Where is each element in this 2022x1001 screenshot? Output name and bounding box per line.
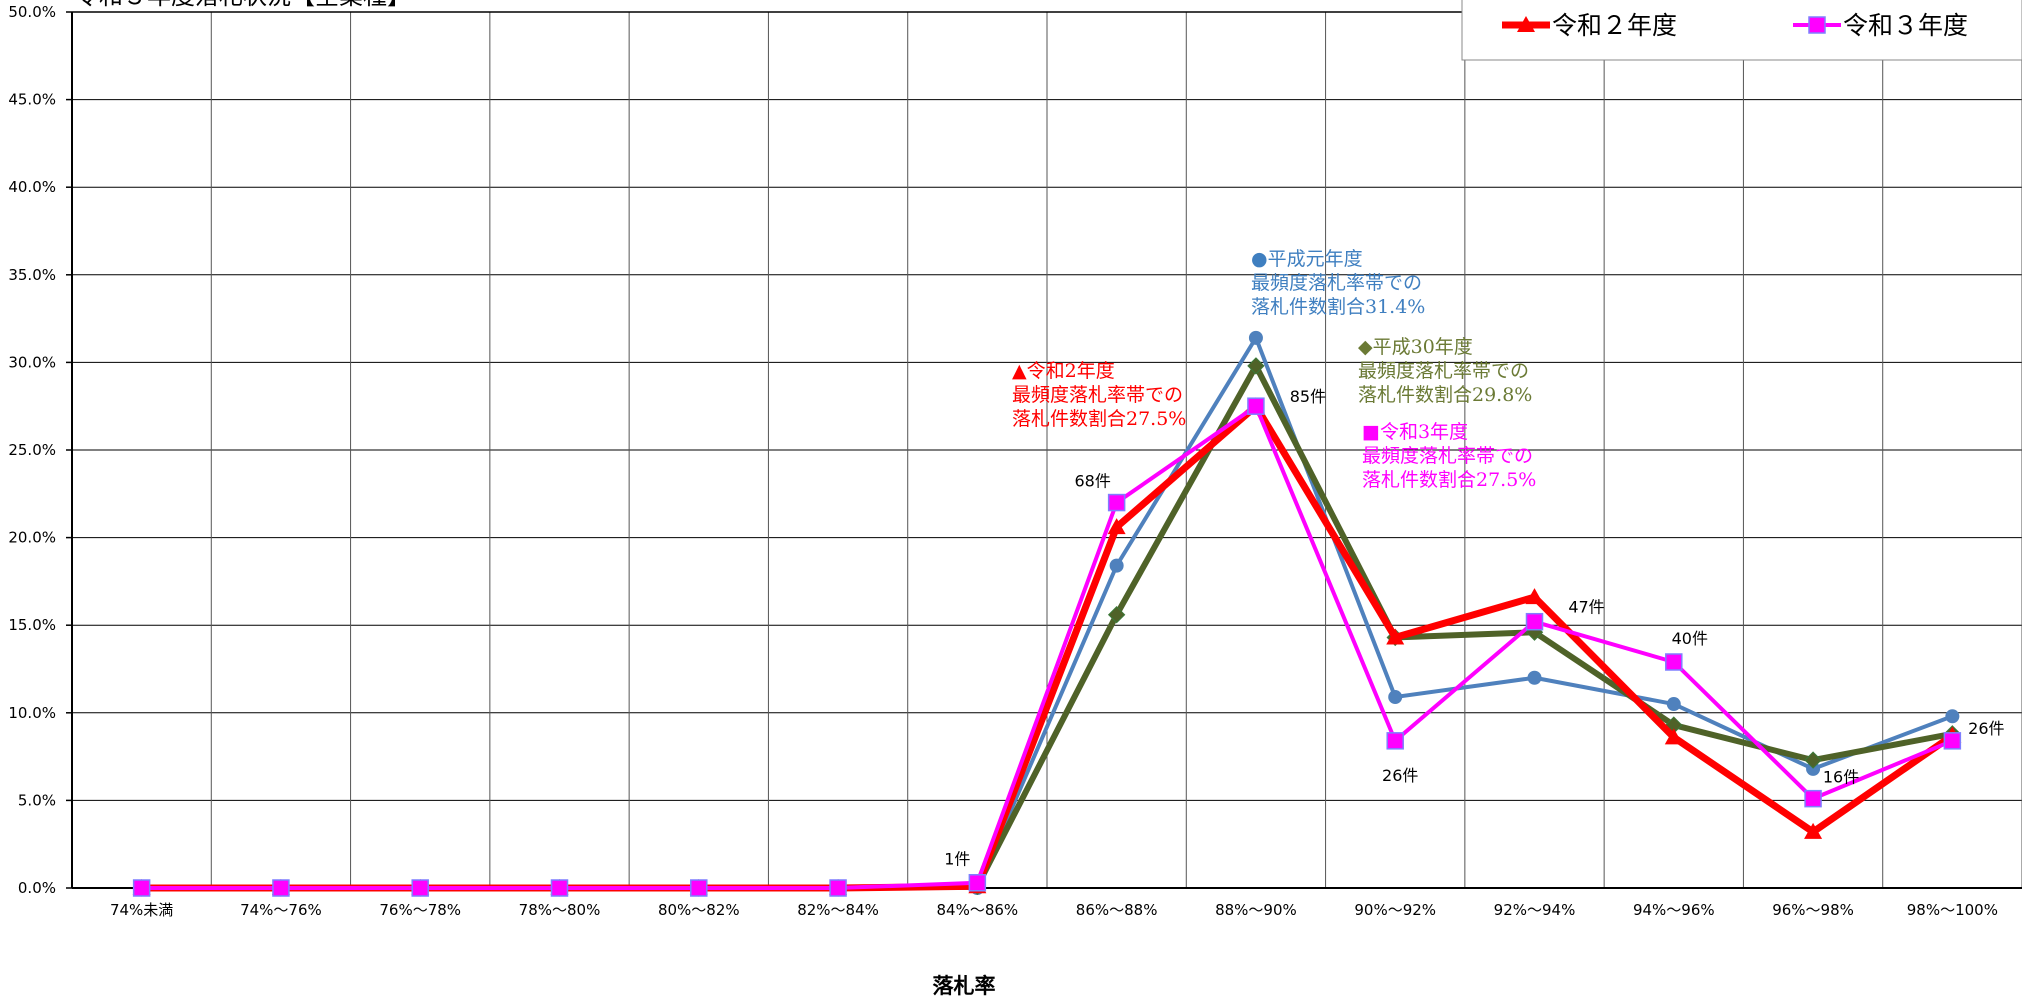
- y-tick-label: 30.0%: [8, 353, 56, 371]
- data-point-circle: [1248, 330, 1263, 345]
- data-point-square: [1804, 789, 1822, 808]
- data-point-square: [1107, 493, 1126, 512]
- series-lines: [132, 330, 1962, 897]
- annotation-text: 最頻度落札率帯での: [1358, 360, 1529, 382]
- annotation-text: 落札件数割合27.5%: [1012, 408, 1186, 430]
- data-point-triangle: [1664, 728, 1683, 745]
- data-point-diamond: [1247, 357, 1265, 375]
- axes: 0.0% 5.0% 10.0% 15.0% 20.0% 25.0% 30.0% 35.0% 40…: [8, 3, 2022, 919]
- y-tick-label: 5.0%: [18, 791, 56, 809]
- annotation-text: 落札件数割合29.8%: [1358, 384, 1532, 406]
- x-tick-label: 78%～80%: [519, 901, 601, 919]
- legend-label: 令和２年度: [1552, 11, 1677, 40]
- data-point-square: [1808, 16, 1826, 34]
- data-point-square: [272, 879, 290, 897]
- y-tick-label: 15.0%: [8, 616, 56, 634]
- data-label: 1件: [944, 850, 970, 869]
- annotation-text: 落札件数割合27.5%: [1362, 469, 1536, 491]
- x-tick-label: 86%～88%: [1076, 901, 1158, 919]
- chart-title: 令和３年度落札状況【全業種】: [75, 0, 411, 10]
- data-label: 16件: [1823, 768, 1859, 787]
- data-point-circle: [1527, 670, 1542, 685]
- x-tick-label: 74%～76%: [240, 901, 322, 919]
- x-tick-label: 76%～78%: [379, 901, 461, 919]
- data-point-square: [1665, 653, 1683, 671]
- y-tick-label: 40.0%: [8, 178, 56, 196]
- legend-label: 令和３年度: [1843, 11, 1968, 40]
- annotation-text: ■令和3年度: [1362, 421, 1468, 443]
- data-label: 68件: [1074, 472, 1110, 491]
- data-point-square: [132, 879, 151, 897]
- x-tick-label: 92%～94%: [1494, 901, 1576, 919]
- data-point-square: [1386, 732, 1404, 750]
- annotation-text: 最頻度落札率帯での: [1012, 384, 1183, 406]
- legend-box: [1461, 0, 2022, 61]
- x-axis-title: 落札率: [933, 974, 996, 998]
- data-point-triangle: [1525, 588, 1544, 605]
- x-tick-label: 96%～98%: [1772, 901, 1854, 919]
- data-point-circle: [1806, 761, 1821, 776]
- x-tick-label: 90%～92%: [1354, 901, 1436, 919]
- y-tick-label: 20.0%: [8, 529, 56, 547]
- x-tick-label: 84%～86%: [937, 901, 1019, 919]
- x-tick-label: 74%未満: [110, 901, 173, 919]
- annotation-text: ▲令和2年度: [1012, 360, 1115, 382]
- legend: 令和２年度 令和３年度: [1461, 0, 2022, 61]
- data-label: 40件: [1672, 629, 1708, 648]
- data-point-triangle: [1386, 628, 1405, 645]
- data-point-square: [968, 873, 987, 892]
- annotation-text: 最頻度落札率帯での: [1251, 272, 1422, 294]
- data-point-triangle: [1804, 822, 1823, 839]
- y-tick-label: 25.0%: [8, 441, 56, 459]
- data-labels: 1件 68件 85件 26件 47件 40件 16件 26件: [944, 387, 2004, 869]
- x-tick-label: 82%～84%: [797, 901, 879, 919]
- data-point-triangle: [1107, 518, 1126, 535]
- x-tick-label: 98%～100%: [1907, 901, 1998, 919]
- annotation-text: ●平成元年度: [1251, 248, 1363, 270]
- data-label: 26件: [1382, 766, 1418, 785]
- y-tick-label: 0.0%: [18, 879, 56, 897]
- data-point-square: [690, 879, 708, 897]
- data-point-diamond: [1804, 751, 1822, 769]
- data-point-diamond: [1107, 605, 1126, 624]
- data-point-square: [1943, 732, 1962, 750]
- y-tick-label: 35.0%: [8, 266, 56, 284]
- x-tick-label: 94%～96%: [1633, 901, 1715, 919]
- annotation-text: 落札件数割合31.4%: [1251, 296, 1425, 318]
- y-tick-label: 10.0%: [8, 704, 56, 722]
- annotation-text: 最頻度落札率帯での: [1362, 445, 1533, 467]
- data-point-square: [829, 879, 847, 897]
- x-tick-label: 88%～90%: [1215, 901, 1297, 919]
- data-point-triangle: [1517, 16, 1535, 32]
- data-point-circle: [1388, 690, 1403, 705]
- data-point-circle: [1945, 709, 1960, 724]
- data-point-circle: [1109, 558, 1124, 573]
- data-point-square: [411, 879, 429, 897]
- y-tick-label: 50.0%: [8, 3, 56, 21]
- data-point-square: [550, 879, 569, 897]
- annotation-text: ◆平成30年度: [1358, 336, 1473, 358]
- y-tick-label: 45.0%: [8, 91, 56, 109]
- data-point-square: [1247, 397, 1265, 415]
- series-line: [141, 404, 1954, 890]
- data-label: 85件: [1290, 387, 1326, 406]
- x-tick-label: 80%～82%: [658, 901, 740, 919]
- data-point-square: [1525, 612, 1544, 631]
- data-label: 47件: [1568, 598, 1604, 617]
- annotations: ●平成元年度最頻度落札率帯での落札件数割合31.4%◆平成30年度最頻度落札率帯…: [1012, 248, 1536, 491]
- data-point-circle: [1666, 697, 1681, 712]
- data-label: 26件: [1968, 719, 2004, 738]
